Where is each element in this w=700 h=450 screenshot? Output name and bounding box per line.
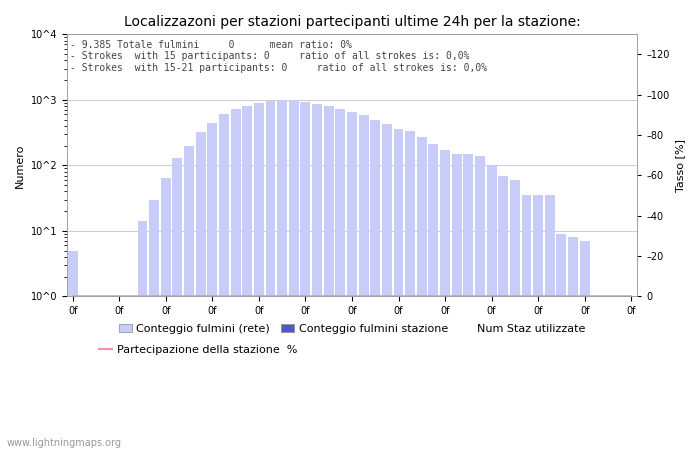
Bar <box>231 109 241 450</box>
Text: www.lightningmaps.org: www.lightningmaps.org <box>7 438 122 448</box>
Bar <box>522 195 531 450</box>
Bar <box>138 221 148 450</box>
Bar <box>114 297 124 450</box>
Bar <box>533 195 543 450</box>
Bar <box>568 237 578 450</box>
Bar <box>405 131 415 450</box>
Bar <box>207 122 217 450</box>
Bar <box>510 180 520 450</box>
Bar <box>440 150 450 450</box>
Bar <box>486 166 496 450</box>
Bar <box>556 234 566 450</box>
Bar <box>382 124 392 450</box>
Text: - 9.385 Totale fulmini     0      mean ratio: 0%
- Strokes  with 15 participants: - 9.385 Totale fulmini 0 mean ratio: 0% … <box>70 40 487 73</box>
Bar <box>603 297 613 450</box>
Bar <box>265 101 276 450</box>
Bar <box>126 297 136 450</box>
Bar <box>416 137 427 450</box>
Bar <box>626 297 636 450</box>
Bar <box>289 100 299 450</box>
Bar <box>172 158 183 450</box>
Bar <box>452 154 461 450</box>
Bar <box>68 251 78 450</box>
Bar <box>370 120 380 450</box>
Bar <box>324 106 334 450</box>
Bar <box>393 129 403 450</box>
Title: Localizzazoni per stazioni partecipanti ultime 24h per la stazione:: Localizzazoni per stazioni partecipanti … <box>124 15 580 29</box>
Bar <box>312 104 322 450</box>
Bar <box>254 103 264 450</box>
Bar <box>300 102 310 450</box>
Bar <box>498 176 508 450</box>
Bar <box>463 154 473 450</box>
Bar <box>242 105 252 450</box>
Bar <box>358 115 369 450</box>
Bar <box>580 241 589 450</box>
Bar <box>219 114 229 450</box>
Bar <box>184 146 194 450</box>
Bar <box>79 297 90 450</box>
Bar <box>103 297 113 450</box>
Bar <box>196 132 206 450</box>
Bar <box>475 156 485 450</box>
Bar <box>347 112 357 450</box>
Y-axis label: Numero: Numero <box>15 143 25 188</box>
Bar <box>335 109 345 450</box>
Bar <box>592 297 601 450</box>
Bar <box>277 100 287 450</box>
Bar <box>149 200 159 450</box>
Bar <box>615 297 624 450</box>
Y-axis label: Tasso [%]: Tasso [%] <box>675 139 685 192</box>
Bar <box>161 178 171 450</box>
Bar <box>428 144 438 450</box>
Bar <box>91 297 101 450</box>
Bar <box>545 195 554 450</box>
Legend: Partecipazione della stazione  %: Partecipazione della stazione % <box>94 340 302 359</box>
